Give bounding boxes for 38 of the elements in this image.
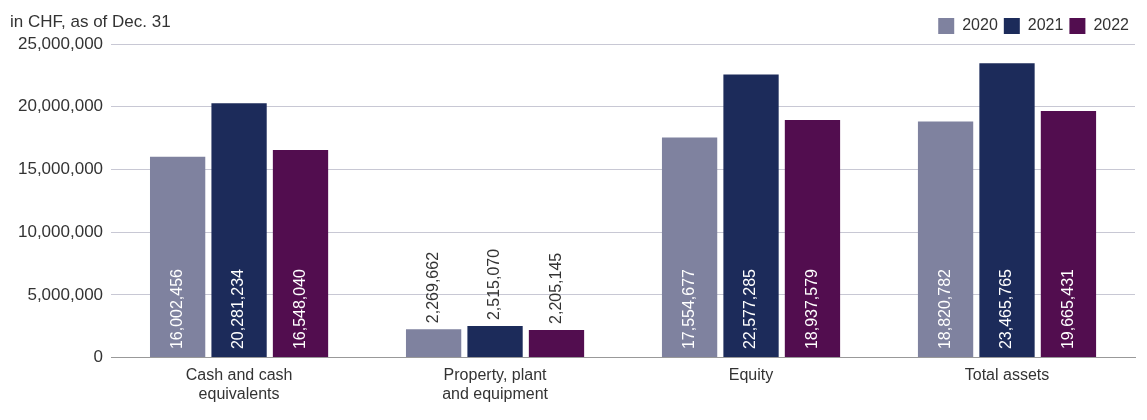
data-label: 2,269,662 (424, 251, 442, 324)
y-tick-label: 25,000,000 (17, 33, 104, 53)
data-label: 23,465,765 (997, 268, 1015, 350)
legend-label: 2021 (1027, 16, 1064, 34)
bar (917, 121, 974, 358)
bar (211, 103, 267, 358)
y-tick-label: 15,000,000 (17, 159, 104, 179)
legend-label: 2020 (962, 16, 998, 34)
data-label: 2,205,145 (546, 252, 564, 324)
y-tick-label: 20,000,000 (17, 96, 104, 116)
bar (272, 150, 329, 358)
data-label: 16,002,456 (168, 268, 186, 350)
bar (467, 326, 523, 358)
x-tick-label: Equity (728, 365, 774, 383)
bar (661, 137, 718, 358)
y-tick-label: 10,000,000 (17, 221, 104, 241)
chart-title: in CHF, as of Dec. 31 (10, 12, 171, 32)
bar (528, 329, 585, 358)
data-label: 16,548,040 (290, 268, 308, 350)
bar (979, 63, 1035, 358)
bar (784, 120, 841, 358)
data-label: 18,820,782 (935, 268, 953, 350)
y-tick-label: 0 (93, 347, 104, 367)
data-label: 22,577,285 (741, 268, 759, 350)
x-tick-label: Total assets (964, 365, 1050, 383)
bar (405, 329, 462, 358)
data-label: 18,937,579 (802, 268, 820, 350)
x-tick-label: Property, plant and equipment (442, 365, 549, 402)
legend-label: 2022 (1093, 16, 1130, 34)
bar (723, 74, 779, 358)
bar (1040, 110, 1097, 358)
data-label: 19,665,431 (1058, 268, 1076, 350)
data-label: 17,554,677 (680, 268, 697, 350)
data-label: 2,515,070 (485, 248, 503, 321)
y-tick-label: 5,000,000 (27, 284, 104, 304)
x-tick-label: Cash and cash equivalents (185, 365, 293, 402)
bar (149, 156, 206, 358)
data-label: 20,281,234 (229, 268, 247, 350)
